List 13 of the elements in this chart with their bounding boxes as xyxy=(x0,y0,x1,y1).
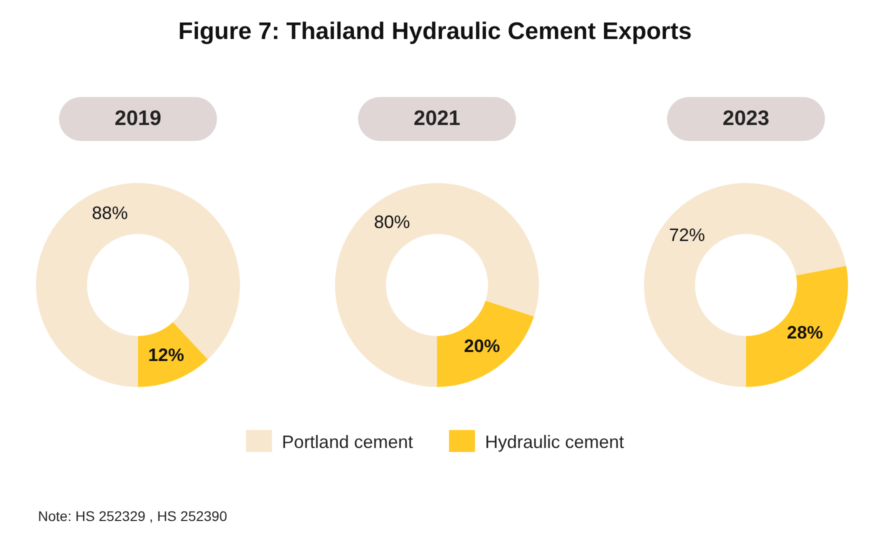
chart-title: 2019 xyxy=(59,97,217,141)
data-label: 88% xyxy=(92,202,128,223)
legend-label: Portland cement xyxy=(282,432,413,452)
data-label: 72% xyxy=(669,225,706,246)
text: Figure 7: Thailand Hydraulic Cement Exports xyxy=(177,18,693,46)
data-label: 20% xyxy=(464,336,500,356)
chart-title: 2023 xyxy=(667,97,825,141)
text: Note: HS 252329 , HS 252390 xyxy=(38,508,228,524)
data-label: 80% xyxy=(374,212,410,232)
chart-title: 2021 xyxy=(358,97,516,141)
legend-label: Hydraulic cement xyxy=(485,432,624,452)
data-label: 28% xyxy=(786,322,823,343)
data-label: 12% xyxy=(148,345,184,366)
